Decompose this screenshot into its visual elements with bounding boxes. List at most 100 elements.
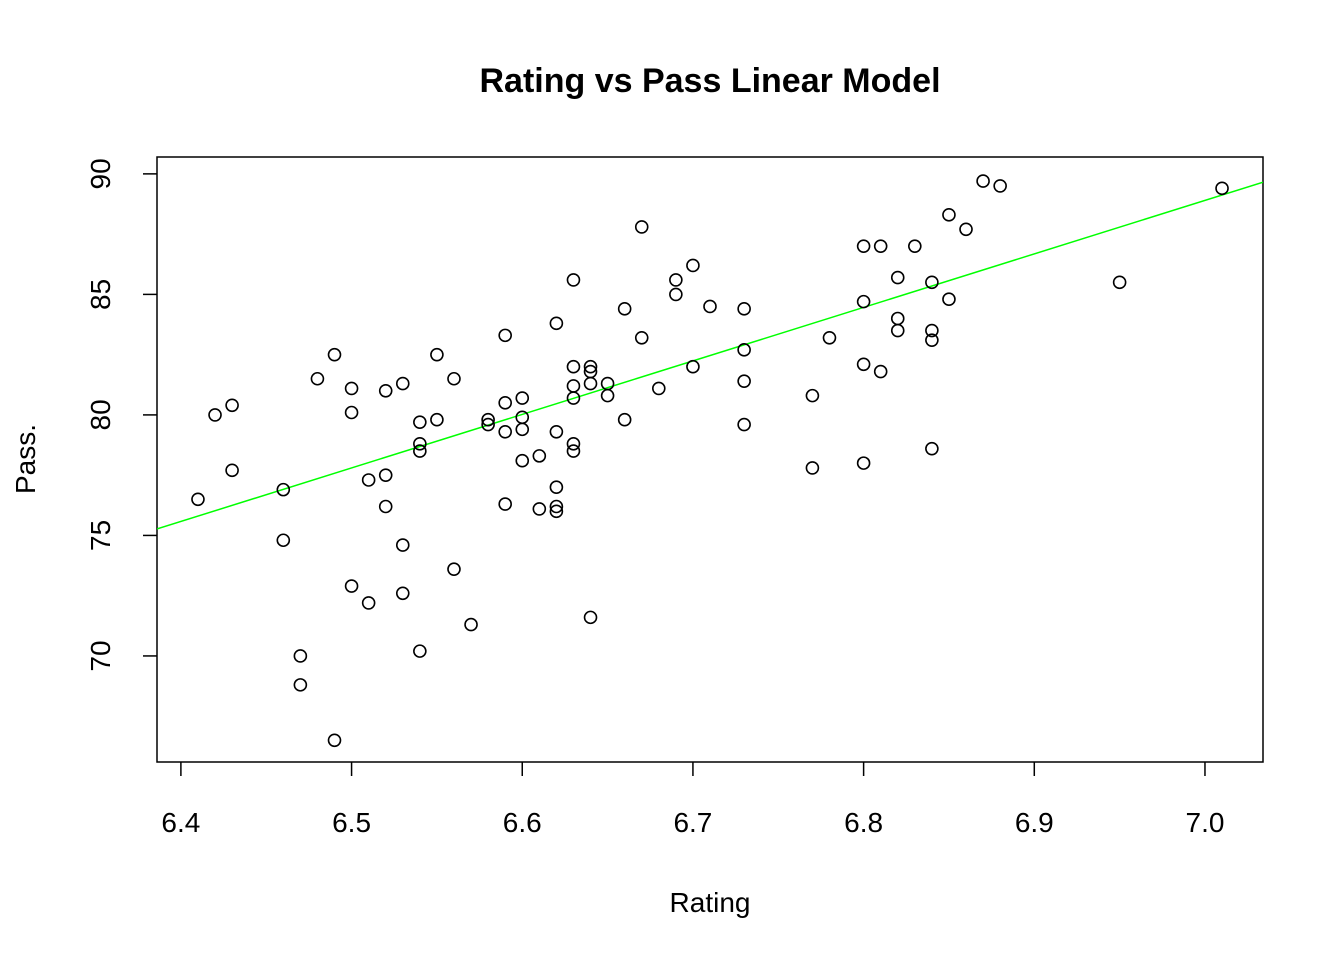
x-tick-label: 7.0 <box>1186 807 1225 838</box>
data-point <box>361 596 376 610</box>
data-point <box>225 398 239 413</box>
data-point <box>822 330 837 345</box>
data-point <box>583 359 598 374</box>
data-point <box>413 415 427 429</box>
data-point <box>378 468 393 482</box>
data-point <box>890 270 905 285</box>
data-point <box>498 396 512 410</box>
data-point <box>191 492 205 507</box>
y-tick-label: 75 <box>85 520 116 551</box>
data-point <box>310 371 325 386</box>
data-point <box>856 456 871 470</box>
data-point <box>737 374 751 388</box>
data-point <box>344 381 359 396</box>
data-point <box>942 208 956 222</box>
data-point <box>515 453 530 468</box>
data-point <box>515 410 530 425</box>
data-point <box>413 444 427 458</box>
data-point <box>225 463 239 478</box>
data-point <box>532 502 547 516</box>
data-point <box>737 417 751 432</box>
data-point <box>976 174 990 188</box>
x-tick-label: 6.9 <box>1015 807 1054 838</box>
x-axis-label: Rating <box>670 887 751 918</box>
data-point <box>515 391 530 405</box>
data-point <box>669 287 683 302</box>
data-point <box>686 258 700 273</box>
data-point <box>481 412 495 427</box>
data-point <box>566 359 581 374</box>
data-point <box>634 220 649 234</box>
data-point <box>293 649 308 663</box>
data-point <box>447 371 461 386</box>
data-point <box>908 239 922 253</box>
data-point <box>993 179 1007 193</box>
data-point <box>925 275 939 290</box>
data-point <box>447 562 461 576</box>
data-point <box>703 299 717 314</box>
regression-line <box>157 181 1263 530</box>
data-point <box>686 359 700 374</box>
data-point <box>549 316 564 331</box>
data-points <box>191 174 1229 748</box>
data-point <box>395 586 410 601</box>
data-point <box>805 461 820 475</box>
data-point <box>873 239 888 253</box>
data-point <box>583 610 598 625</box>
data-point <box>413 644 427 658</box>
data-point <box>890 311 905 326</box>
chart-title: Rating vs Pass Linear Model <box>479 62 940 100</box>
data-point <box>293 678 308 692</box>
data-point <box>549 480 564 495</box>
data-point <box>549 499 564 514</box>
data-point <box>805 388 820 403</box>
data-point <box>651 381 666 396</box>
data-point <box>327 347 342 362</box>
data-point <box>669 273 683 287</box>
data-point <box>873 364 888 379</box>
data-point <box>1112 275 1127 290</box>
y-tick-label: 90 <box>85 158 116 189</box>
data-point <box>959 222 973 237</box>
data-point <box>856 357 871 372</box>
data-point <box>395 376 410 391</box>
data-point <box>566 273 581 287</box>
data-point <box>549 504 564 519</box>
data-point <box>925 323 939 338</box>
y-axis-label: Pass. <box>10 424 41 494</box>
data-point <box>481 417 495 432</box>
y-tick-label: 70 <box>85 640 116 671</box>
x-tick-label: 6.8 <box>844 807 883 838</box>
data-point <box>925 333 939 347</box>
data-point <box>566 437 581 451</box>
data-point <box>566 391 581 405</box>
plot-frame <box>156 156 1264 763</box>
x-tick-label: 6.7 <box>673 807 712 838</box>
data-point <box>413 437 427 451</box>
data-point <box>276 533 291 548</box>
data-point <box>430 412 444 427</box>
data-point <box>737 302 751 316</box>
data-point <box>498 497 512 511</box>
y-tick-label: 80 <box>85 399 116 430</box>
y-axis: 70 75 80 85 90 <box>85 158 157 672</box>
data-point <box>856 239 871 253</box>
data-point <box>378 499 393 514</box>
data-point <box>327 733 342 748</box>
data-point <box>600 388 615 403</box>
data-point <box>344 405 359 420</box>
x-tick-label: 6.5 <box>332 807 371 838</box>
y-tick-label: 85 <box>85 279 116 310</box>
data-point <box>583 376 598 391</box>
data-point <box>549 424 564 439</box>
x-tick-label: 6.4 <box>161 807 200 838</box>
data-point <box>498 424 512 439</box>
data-point <box>617 302 632 316</box>
x-axis: 6.4 6.5 6.6 6.7 6.8 6.9 7.0 <box>161 762 1224 838</box>
data-point <box>1215 181 1229 196</box>
data-point <box>890 323 905 338</box>
data-point <box>464 617 478 632</box>
data-point <box>378 384 393 398</box>
data-point <box>344 579 359 593</box>
